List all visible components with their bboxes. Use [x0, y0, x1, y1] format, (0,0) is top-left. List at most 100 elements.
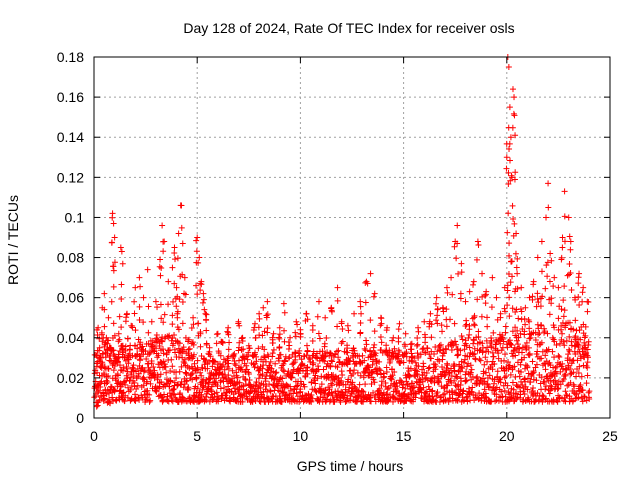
- data-point-baseline: [479, 340, 486, 347]
- data-point-baseline: [497, 379, 504, 386]
- data-point-baseline: [501, 357, 508, 364]
- data-point-cluster: [338, 340, 345, 347]
- data-point-cluster: [506, 252, 513, 259]
- data-point-cluster: [567, 270, 574, 277]
- data-point-cluster: [94, 384, 101, 391]
- data-point: [511, 94, 518, 101]
- data-point-baseline: [167, 368, 174, 375]
- data-point-cluster: [328, 352, 335, 359]
- data-point-baseline: [399, 384, 406, 391]
- data-point-baseline: [224, 357, 231, 364]
- data-point-baseline: [581, 393, 588, 400]
- data-point-cluster: [173, 303, 180, 310]
- data-point-baseline: [325, 391, 332, 398]
- data-point-baseline: [419, 346, 426, 353]
- data-point-cluster: [455, 351, 462, 358]
- data-point-cluster: [518, 308, 525, 315]
- data-point-baseline: [494, 368, 501, 375]
- data-point-cluster: [218, 338, 225, 345]
- data-point-baseline: [432, 397, 439, 404]
- data-point-baseline: [545, 346, 552, 353]
- data-point-baseline: [523, 339, 530, 346]
- data-point: [315, 298, 322, 305]
- data-point-baseline: [377, 367, 384, 374]
- data-point-cluster: [154, 304, 161, 311]
- data-point-cluster: [367, 317, 374, 324]
- data-point-baseline: [553, 370, 560, 377]
- data-point-cluster: [560, 297, 567, 304]
- data-point-baseline: [290, 396, 297, 403]
- y-tick-label: 0.02: [57, 370, 84, 386]
- data-point: [157, 256, 164, 263]
- data-point-cluster: [149, 343, 156, 350]
- data-point-cluster: [93, 326, 100, 333]
- data-point-cluster: [576, 327, 583, 334]
- data-point-baseline: [551, 354, 558, 361]
- x-tick-label: 10: [293, 428, 309, 444]
- data-point-baseline: [567, 366, 574, 373]
- data-point-cluster: [484, 314, 491, 321]
- data-point-baseline: [255, 367, 262, 374]
- data-point-cluster: [538, 322, 545, 329]
- data-point-cluster: [357, 320, 364, 327]
- data-point-cluster: [197, 280, 204, 287]
- data-point-cluster: [188, 324, 195, 331]
- data-point-baseline: [481, 361, 488, 368]
- data-point-baseline: [521, 391, 528, 398]
- data-point-cluster: [357, 303, 364, 310]
- data-point-baseline: [415, 354, 422, 361]
- data-point-cluster: [433, 317, 440, 324]
- data-point-cluster: [252, 349, 259, 356]
- data-point-cluster: [345, 327, 352, 334]
- data-point-cluster: [292, 329, 299, 336]
- data-point-cluster: [506, 240, 513, 247]
- data-point-baseline: [532, 337, 539, 344]
- data-point-baseline: [366, 364, 373, 371]
- data-point-cluster: [118, 324, 125, 331]
- data-point-baseline: [573, 373, 580, 380]
- data-point-baseline: [222, 392, 229, 399]
- data-point-cluster: [195, 320, 202, 327]
- data-point-baseline: [529, 358, 536, 365]
- data-point-cluster: [136, 303, 143, 310]
- data-point: [140, 294, 147, 301]
- data-point-cluster: [193, 282, 200, 289]
- data-point: [534, 254, 541, 261]
- data-point-baseline: [554, 385, 561, 392]
- data-point-cluster: [176, 349, 183, 356]
- data-point-baseline: [490, 353, 497, 360]
- data-point-baseline: [261, 354, 268, 361]
- data-point-cluster: [98, 354, 105, 361]
- data-point-baseline: [371, 379, 378, 386]
- data-point-baseline: [280, 380, 287, 387]
- data-point-cluster: [377, 333, 384, 340]
- data-point-baseline: [454, 397, 461, 404]
- data-point: [260, 304, 267, 311]
- data-point-baseline: [136, 396, 143, 403]
- data-point-cluster: [560, 313, 567, 320]
- data-point-baseline: [409, 385, 416, 392]
- data-point-cluster: [505, 180, 512, 187]
- data-point-baseline: [154, 336, 161, 343]
- data-point-baseline: [442, 397, 449, 404]
- data-point-cluster: [542, 352, 549, 359]
- data-point: [501, 284, 508, 291]
- data-point: [214, 330, 221, 337]
- data-point-baseline: [504, 344, 511, 351]
- data-point-baseline: [557, 340, 564, 347]
- data-point-baseline: [538, 374, 545, 381]
- data-point-baseline: [351, 367, 358, 374]
- chart-title: Day 128 of 2024, Rate Of TEC Index for r…: [183, 20, 514, 36]
- data-point-cluster: [276, 331, 283, 338]
- data-point-baseline: [178, 378, 185, 385]
- data-point-cluster: [338, 320, 345, 327]
- data-point-cluster: [451, 243, 458, 250]
- data-point-cluster: [581, 354, 588, 361]
- data-point-cluster: [535, 299, 542, 306]
- data-point-cluster: [261, 346, 268, 353]
- data-point-cluster: [506, 140, 513, 147]
- data-point-baseline: [272, 360, 279, 367]
- data-point-cluster: [153, 331, 160, 338]
- data-point-baseline: [441, 372, 448, 379]
